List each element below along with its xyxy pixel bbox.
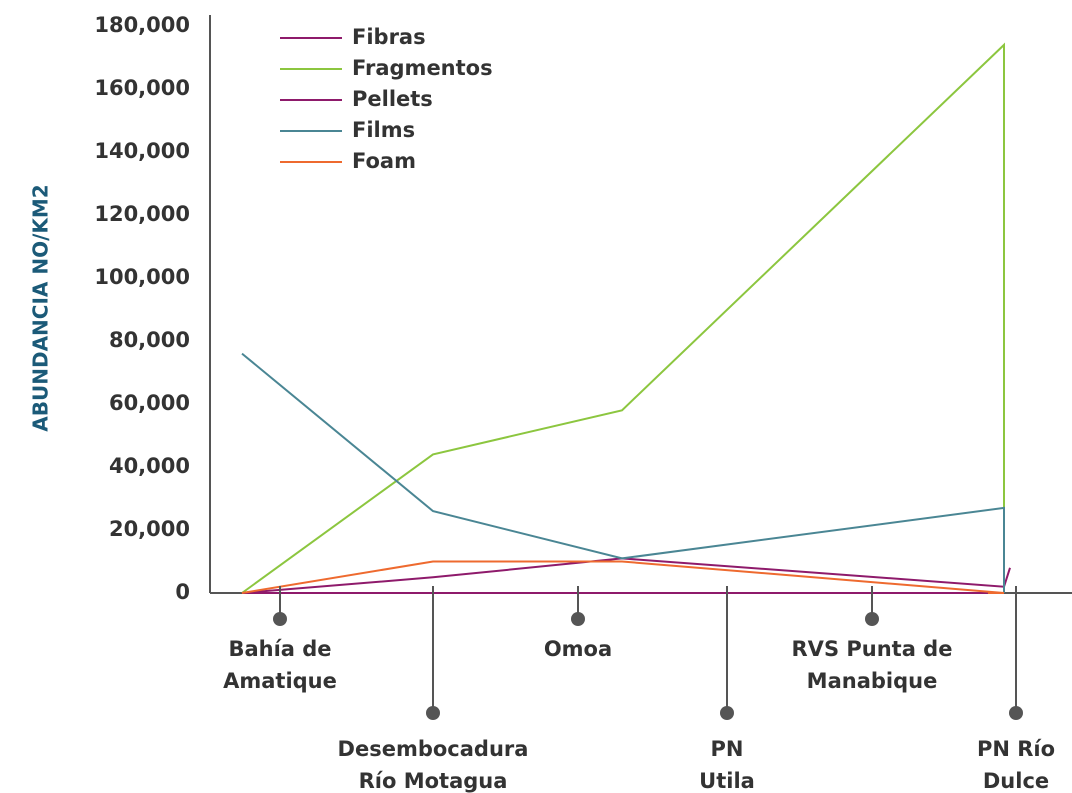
x-category-label: PN Río [977, 737, 1055, 761]
y-tick-label: 20,000 [109, 517, 190, 541]
legend-label: Fibras [352, 25, 426, 49]
category-dot [273, 612, 287, 626]
category-dot [1009, 706, 1023, 720]
legend-label: Foam [352, 149, 416, 173]
legend-label: Pellets [352, 87, 433, 111]
series-line-films [241, 352, 1005, 593]
x-category-label: PN [711, 737, 744, 761]
y-tick-label: 40,000 [109, 454, 190, 478]
y-tick-label: 100,000 [94, 265, 190, 289]
x-category-label: Dulce [983, 769, 1049, 793]
x-category-label: Omoa [544, 637, 612, 661]
category-dot [571, 612, 585, 626]
y-tick-label: 140,000 [94, 139, 190, 163]
legend-label: Films [352, 118, 415, 142]
x-category-label: Manabique [807, 669, 938, 693]
y-tick-label: 60,000 [109, 391, 190, 415]
series-line-foam [241, 560, 1005, 594]
x-category-label: RVS Punta de [792, 637, 953, 661]
category-dot [426, 706, 440, 720]
x-category-label: Río Motagua [359, 769, 508, 793]
series-line-pellets [241, 557, 1011, 594]
x-category-label: Bahía de [228, 637, 331, 661]
series-line-fragmentos [241, 42, 1005, 594]
category-dot [720, 706, 734, 720]
x-category-label: Desembocadura [338, 737, 529, 761]
y-tick-label: 80,000 [109, 328, 190, 352]
x-category-label: Amatique [223, 669, 337, 693]
y-tick-label: 160,000 [94, 76, 190, 100]
y-tick-label: 0 [175, 580, 190, 604]
legend-label: Fragmentos [352, 56, 493, 80]
y-tick-label: 120,000 [94, 202, 190, 226]
x-category-label: Utila [699, 769, 755, 793]
y-tick-label: 180,000 [94, 13, 190, 37]
y-axis-label: ABUNDANCIA NO/KM2 [29, 184, 53, 431]
category-dot [865, 612, 879, 626]
